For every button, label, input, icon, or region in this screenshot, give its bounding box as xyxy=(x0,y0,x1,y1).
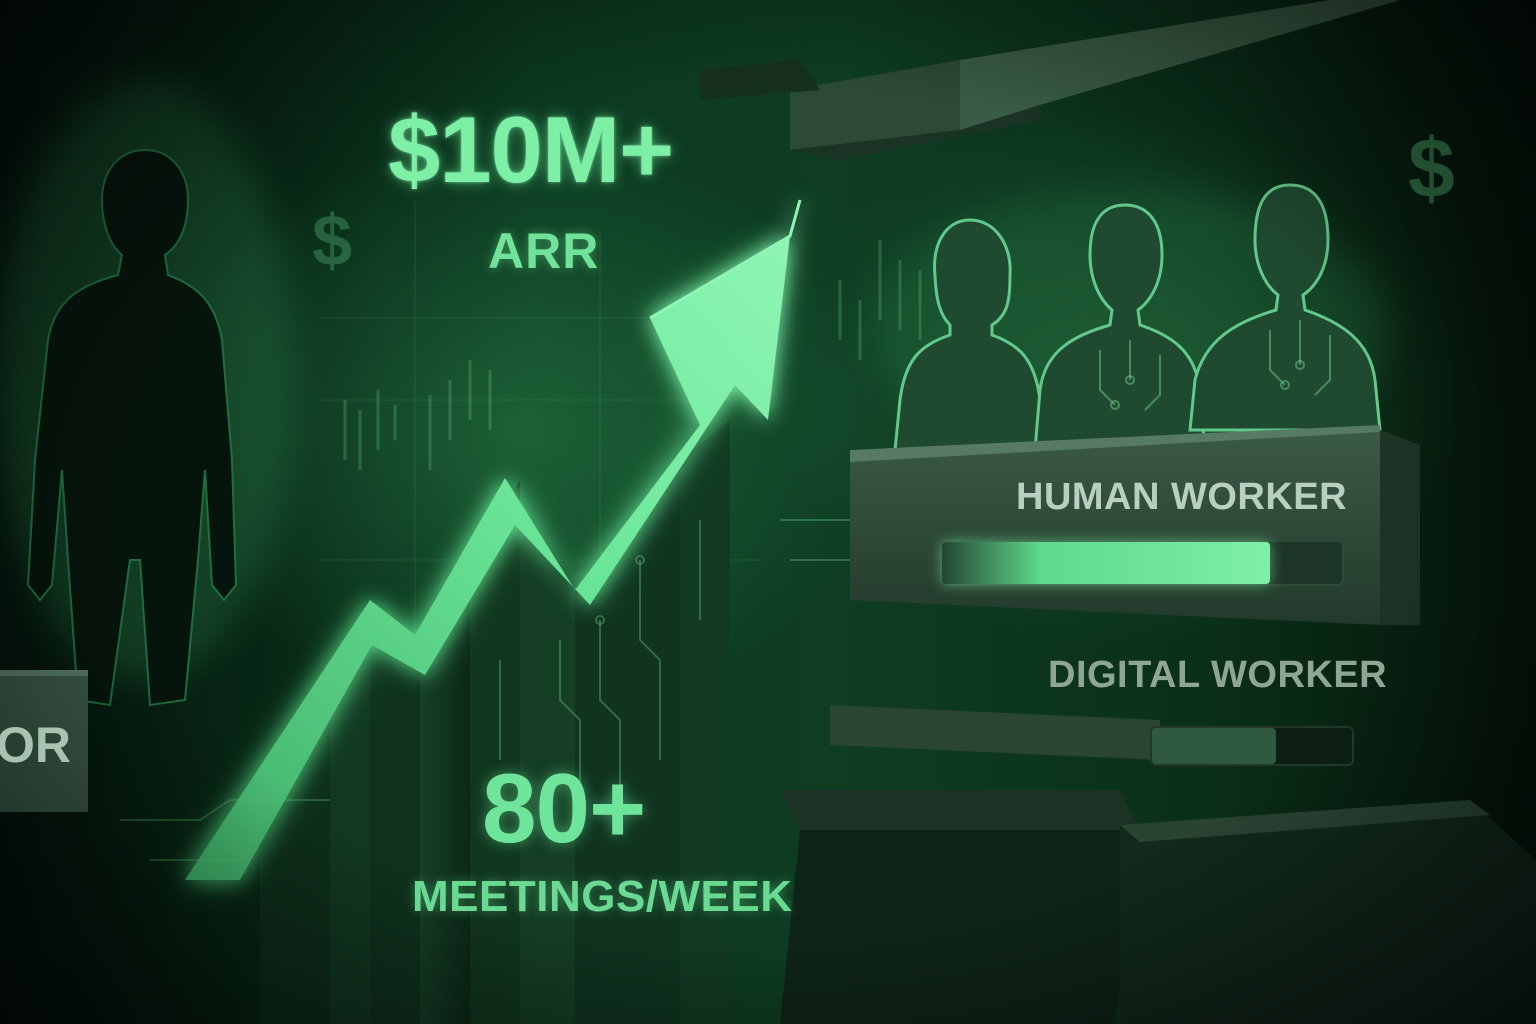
human-worker-bar-fill xyxy=(942,542,1270,584)
arr-label: ARR xyxy=(488,223,600,279)
dollar-icon: $ xyxy=(1408,121,1455,215)
human-worker-bar xyxy=(940,540,1344,586)
digital-worker-bar-fill xyxy=(1152,728,1276,764)
digital-worker-label: DIGITAL WORKER xyxy=(1048,654,1388,696)
digital-worker-bar xyxy=(1150,726,1354,766)
human-worker-label: HUMAN WORKER xyxy=(1016,476,1348,518)
dollar-icon: $ xyxy=(312,201,353,281)
or-text: OR xyxy=(0,717,71,773)
meetings-label: MEETINGS/WEEK xyxy=(412,872,793,921)
arr-value: $10M+ xyxy=(388,97,674,202)
meetings-value: 80+ xyxy=(482,753,646,863)
